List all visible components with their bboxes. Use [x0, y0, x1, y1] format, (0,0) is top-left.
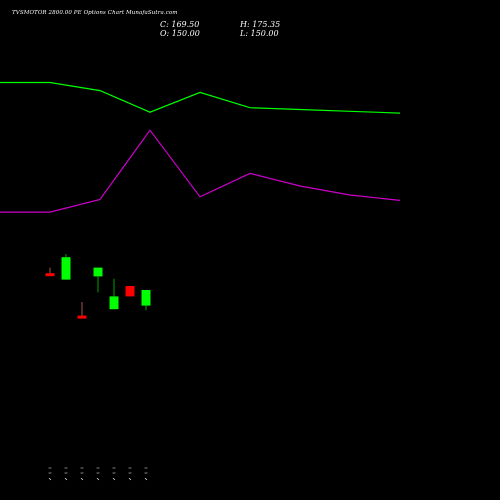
candle-body-7 — [141, 290, 151, 306]
candle-body-4 — [93, 267, 103, 277]
low-price-readout: L: 150.00 — [240, 29, 279, 38]
x-tick-2 — [64, 467, 68, 481]
candle-body-1 — [45, 273, 55, 277]
x-tick-7 — [144, 467, 148, 481]
close-price-readout: C: 169.50 — [160, 20, 200, 29]
candle-body-3 — [77, 315, 87, 319]
high-price-readout: H: 175.35 — [240, 20, 281, 29]
chart-title: TVSMOTOR 2800.00 PE Options Chart Munafa… — [12, 10, 178, 16]
overlay-lines — [0, 81, 401, 213]
candlesticks — [45, 254, 151, 319]
x-tick-1 — [48, 467, 52, 481]
x-axis-ticks — [48, 467, 148, 481]
x-tick-4 — [96, 467, 100, 481]
candle-body-2 — [61, 257, 71, 280]
x-tick-6 — [128, 467, 132, 481]
overlay-line-2 — [0, 129, 401, 213]
candle-body-5 — [109, 296, 119, 310]
x-tick-3 — [80, 467, 84, 481]
x-tick-5 — [112, 467, 116, 481]
open-price-readout: O: 150.00 — [160, 29, 200, 38]
candle-body-6 — [125, 286, 135, 297]
overlay-line-1 — [0, 81, 401, 114]
